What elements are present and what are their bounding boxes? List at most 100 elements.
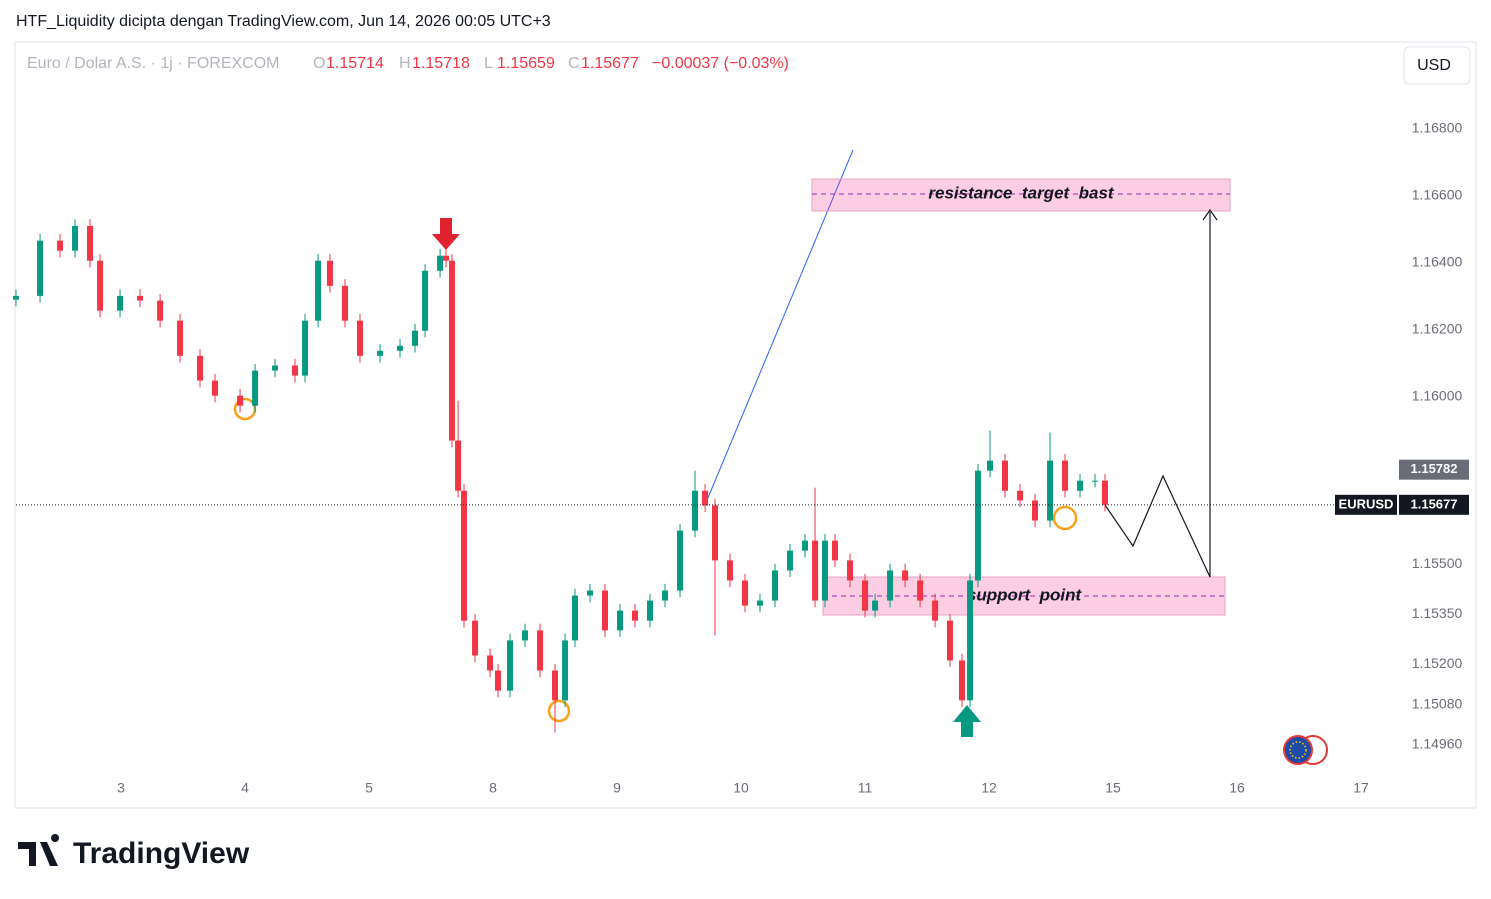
candle-body (887, 570, 894, 601)
candle-body (397, 345, 404, 351)
y-tick-label: 1.15350 (1412, 605, 1463, 621)
change-label: −0.00037 (−0.03%) (652, 55, 789, 72)
candle-body (13, 295, 19, 300)
x-tick-label: 12 (981, 780, 997, 796)
candle-body (377, 350, 384, 356)
candle-body (632, 610, 639, 621)
x-tick-label: 4 (241, 780, 249, 796)
axes: 1.16800 1.16600 1.16400 1.16200 1.16000 1.155… (16, 120, 1469, 796)
candle-body (832, 540, 839, 561)
candle-body (315, 260, 322, 321)
candle-body (677, 530, 684, 591)
marked-price-chip (1399, 459, 1469, 480)
x-tick-label: 10 (733, 780, 749, 796)
swing-circle (547, 699, 571, 723)
candle-body (1047, 460, 1054, 521)
price-chip (1399, 494, 1469, 515)
candle-body (571, 595, 578, 641)
candle-body (862, 580, 869, 611)
y-tick-label: 1.15500 (1412, 555, 1463, 571)
candle-body (1002, 460, 1009, 491)
legend-key: O (313, 55, 325, 72)
candle-body (455, 440, 462, 491)
candle-body (472, 620, 479, 656)
y-tick-label: 1.14960 (1412, 736, 1463, 752)
candle-body (662, 590, 669, 601)
y-tick-label: 1.16800 (1412, 120, 1463, 136)
candle-body (917, 580, 924, 601)
symbol-label: Euro / Dolar A.S. · 1j · FOREXCOM (27, 55, 280, 72)
swing-circle (1052, 505, 1078, 531)
candle-body (87, 225, 94, 261)
candle-body (902, 570, 909, 581)
chart-frame (14, 41, 1477, 809)
candle-body (974, 470, 981, 581)
candle-body (812, 540, 819, 601)
legend-key: L (484, 55, 493, 72)
support-label: support point (967, 585, 1083, 604)
legend-value: 1.15714 (326, 55, 384, 72)
symbol-chip-label: EURUSD (1339, 496, 1394, 511)
candles (13, 219, 1108, 733)
candle-body (291, 365, 298, 376)
candle-body (847, 560, 854, 581)
candle-body (97, 260, 104, 311)
buy-arrow (953, 705, 981, 737)
x-tick-label: 8 (489, 780, 497, 796)
x-tick-label: 17 (1353, 780, 1369, 796)
candle-body (586, 590, 593, 596)
candle-body (711, 505, 718, 561)
resistance-zone (811, 178, 1231, 212)
candle-body (562, 640, 569, 701)
candle-body (443, 255, 450, 261)
eu-stars (1289, 741, 1307, 759)
chart-title: HTF_Liquidity dicipta dengan TradingView… (16, 13, 551, 30)
candle-body (967, 580, 974, 701)
candle-body (726, 560, 733, 581)
candle-body (272, 365, 279, 371)
y-tick-label: 1.15080 (1412, 695, 1463, 711)
candle-body (647, 600, 654, 621)
candle-body (537, 630, 544, 671)
candle-body (987, 460, 994, 471)
candle-body (946, 620, 953, 661)
candle-body (157, 300, 164, 321)
candle-body (1077, 480, 1084, 491)
y-tick-label: 1.16000 (1412, 387, 1463, 403)
y-tick-label: 1.15200 (1412, 655, 1463, 671)
candle-body (507, 640, 514, 691)
candle-body (37, 240, 44, 296)
candle-body (237, 395, 244, 406)
candle-body (552, 670, 559, 701)
candle-body (487, 655, 494, 671)
currency-label[interactable]: USD (1417, 57, 1451, 74)
candle-body (958, 660, 965, 701)
price-chip-label: 1.15677 (1411, 496, 1458, 511)
candle-body (212, 380, 219, 396)
candle-body (802, 540, 809, 551)
candle-body (522, 630, 529, 641)
candle-body (326, 260, 333, 286)
candle-body (448, 260, 455, 441)
trend-line (704, 149, 854, 506)
candle-body (872, 600, 879, 611)
candle-body (57, 240, 64, 251)
resistance-label: resistance target bast (928, 183, 1115, 202)
y-tick-label: 1.16600 (1412, 186, 1463, 202)
legend-value: 1.15659 (497, 55, 555, 72)
x-tick-label: 5 (365, 780, 373, 796)
x-tick-label: 16 (1229, 780, 1245, 796)
candle-body (741, 580, 748, 606)
symbol-chip (1335, 494, 1397, 515)
candle-body (494, 670, 501, 691)
candle-body (252, 370, 259, 406)
candle-body (197, 355, 204, 381)
projection-path (1104, 212, 1211, 578)
x-tick-label: 3 (117, 780, 125, 796)
currency-button[interactable] (1403, 46, 1471, 85)
x-tick-label: 15 (1105, 780, 1121, 796)
candle-body (772, 570, 779, 601)
legend-value: 1.15677 (581, 55, 639, 72)
marked-price-label: 1.15782 (1411, 461, 1458, 476)
